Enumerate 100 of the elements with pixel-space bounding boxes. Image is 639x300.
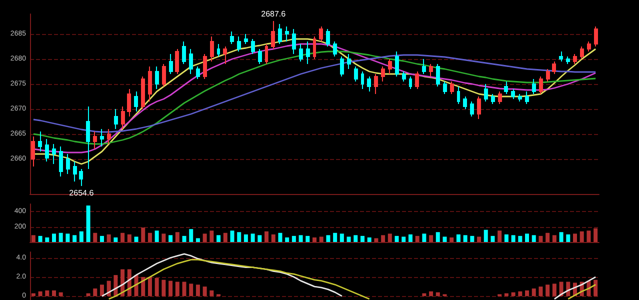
candlestick	[114, 108, 118, 130]
candlestick	[477, 96, 481, 120]
bar	[525, 234, 530, 242]
candlestick	[525, 91, 529, 104]
bar	[518, 291, 522, 296]
bar	[298, 235, 303, 242]
bar	[319, 236, 324, 242]
bar	[566, 234, 570, 242]
bar	[346, 236, 351, 242]
candlestick	[395, 51, 399, 77]
bar	[408, 234, 412, 242]
bar	[532, 288, 536, 296]
candlestick	[367, 76, 371, 92]
candlestick	[470, 101, 474, 117]
bar	[210, 290, 214, 296]
bar	[552, 284, 556, 296]
candlestick	[518, 94, 522, 102]
candlestick	[463, 96, 467, 110]
bar	[202, 234, 207, 242]
candlestick	[271, 20, 275, 50]
candlestick	[409, 76, 412, 90]
bar	[498, 230, 502, 242]
bar	[141, 228, 146, 242]
candlestick	[354, 66, 358, 82]
candlestick	[326, 28, 330, 47]
bar	[86, 206, 90, 242]
bar	[477, 236, 482, 242]
bar	[381, 235, 386, 242]
candlestick	[388, 58, 392, 74]
bar	[210, 230, 214, 242]
candlestick	[169, 54, 173, 74]
candlestick	[504, 81, 508, 94]
candlestick	[319, 26, 323, 42]
bar	[463, 235, 468, 242]
bar	[52, 234, 56, 242]
bar	[394, 236, 399, 242]
bar	[354, 235, 358, 242]
candlestick	[52, 144, 56, 164]
candlestick	[203, 54, 207, 80]
candlestick	[299, 44, 303, 62]
candlestick	[436, 64, 440, 87]
bar	[292, 236, 296, 242]
bar	[367, 237, 372, 242]
bar	[326, 235, 330, 242]
bar	[162, 280, 166, 296]
candlestick	[134, 91, 138, 112]
bar	[573, 234, 578, 242]
bar	[202, 286, 207, 296]
bar	[306, 236, 310, 242]
candlestick	[402, 71, 406, 82]
bar	[546, 284, 550, 296]
bar	[45, 290, 50, 296]
bar	[511, 235, 516, 242]
bar	[594, 228, 598, 242]
bar	[340, 234, 344, 242]
candlestick	[546, 68, 550, 82]
candlestick	[306, 41, 310, 64]
bar	[470, 236, 474, 242]
candlestick	[258, 48, 262, 64]
candlestick	[251, 38, 255, 54]
bar	[127, 234, 132, 242]
bar	[436, 232, 440, 242]
bar	[525, 290, 530, 296]
bar	[196, 284, 200, 296]
bar	[189, 284, 194, 296]
bar	[538, 236, 543, 242]
bar	[31, 235, 36, 242]
bar	[175, 232, 180, 242]
candlestick	[148, 66, 152, 102]
bar	[450, 237, 454, 242]
bar	[223, 232, 228, 242]
bar	[168, 235, 173, 242]
bar	[237, 232, 242, 242]
candlestick	[443, 81, 447, 94]
candlestick	[223, 46, 227, 64]
candlestick	[155, 66, 159, 90]
bar	[388, 234, 392, 242]
bar	[45, 237, 50, 242]
bar	[422, 234, 426, 242]
bar	[415, 236, 420, 242]
candlestick	[559, 51, 563, 62]
bar	[594, 280, 598, 296]
candlestick	[594, 26, 598, 47]
candlestick	[292, 28, 296, 54]
bar	[100, 284, 104, 296]
bar	[93, 288, 98, 296]
bar	[66, 234, 70, 242]
candlestick	[457, 86, 460, 104]
candlestick	[573, 54, 577, 64]
bar	[436, 292, 440, 296]
bar	[429, 235, 434, 242]
candlestick	[175, 48, 179, 74]
candlestick	[333, 41, 337, 57]
bar	[559, 232, 564, 242]
candlestick	[45, 138, 49, 162]
candlestick	[162, 64, 166, 87]
bar	[360, 236, 364, 242]
bar	[168, 280, 173, 296]
line-series	[32, 54, 596, 133]
bar	[58, 232, 63, 242]
